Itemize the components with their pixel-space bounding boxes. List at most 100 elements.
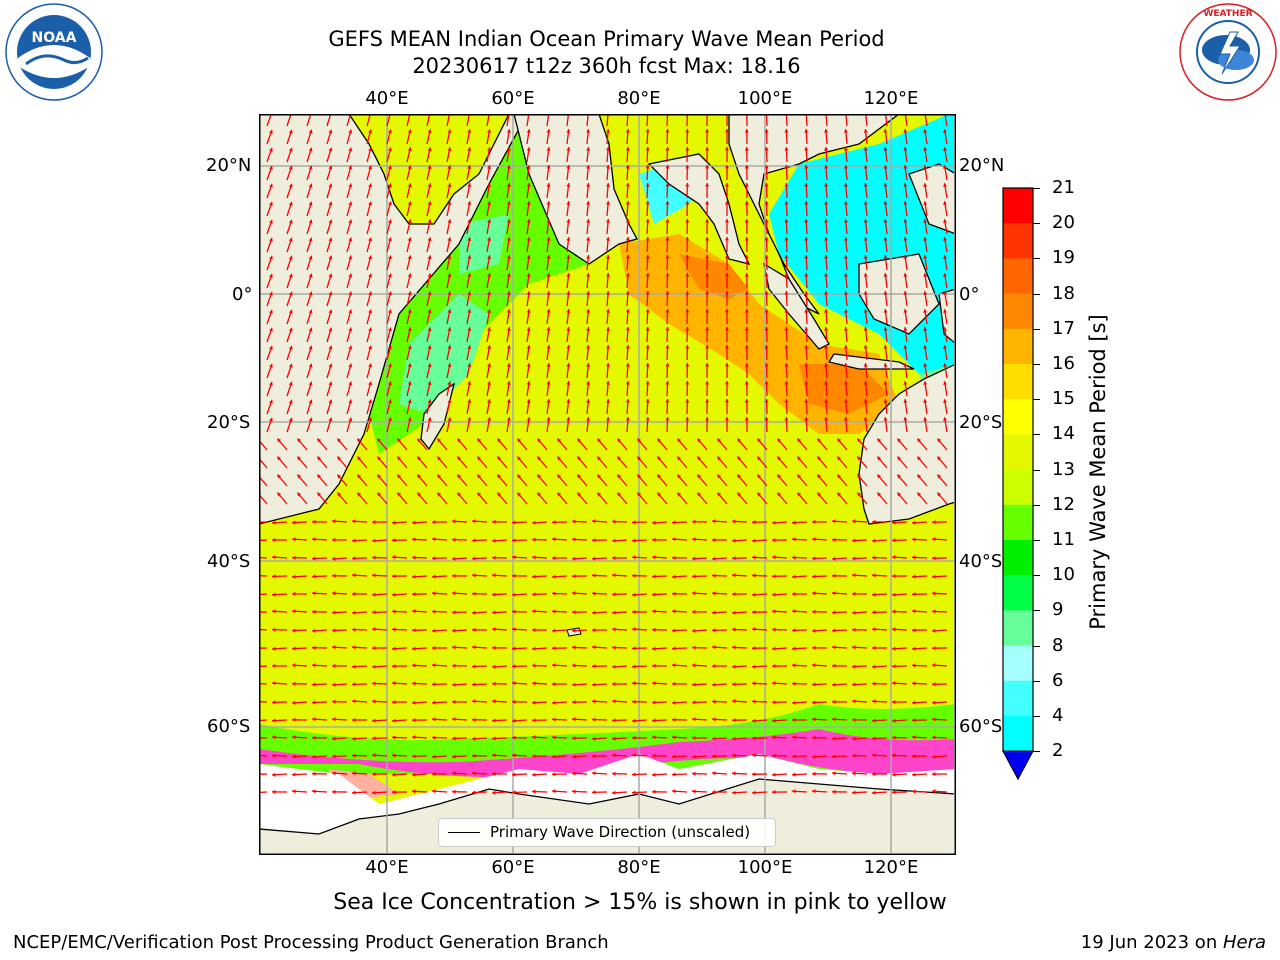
wave-arrow-head [732, 682, 736, 687]
colorbar-tick-mark [1033, 645, 1040, 647]
wave-arrow-head [863, 237, 868, 241]
wave-arrow-head [348, 165, 353, 170]
wave-arrow-head [407, 165, 412, 170]
wave-arrow-head [777, 474, 782, 479]
wave-arrow-head [506, 345, 511, 349]
wave-arrow-head [897, 456, 902, 461]
wave-arrow-head [852, 519, 856, 524]
lat-label-right-40s: 40°S [959, 551, 1003, 572]
wave-arrow-head [792, 628, 796, 633]
wave-arrow-head [272, 574, 276, 579]
wave-arrow-head [863, 417, 868, 421]
wave-arrow-head [665, 255, 670, 259]
wave-arrow-head [705, 219, 710, 223]
wave-arrow-head [532, 718, 536, 723]
wave-arrow-head [784, 309, 789, 313]
wave-arrow [260, 682, 268, 685]
wave-arrow-head [792, 609, 796, 614]
wave-arrow-head [744, 201, 749, 205]
wave-arrow-head [592, 790, 596, 795]
wave-arrow [266, 115, 272, 127]
wave-arrow-head [705, 237, 710, 241]
wave-arrow-head [665, 237, 670, 241]
wave-arrow [260, 476, 268, 487]
wave-arrow-head [724, 363, 729, 367]
wave-arrow-head [772, 609, 776, 614]
wave-arrow-head [705, 381, 710, 385]
wave-arrow-head [277, 438, 282, 443]
wave-arrow-head [705, 327, 710, 331]
wave-arrow-head [377, 456, 382, 461]
wave-arrow-head [452, 573, 456, 578]
wave-arrow [260, 440, 268, 451]
wave-arrow-head [792, 555, 796, 560]
wave-arrow-head [917, 492, 922, 497]
wave-arrow-head [312, 574, 316, 579]
wave-arrow-head [705, 129, 710, 133]
wave-arrow-head [546, 147, 551, 151]
wave-arrow-head [492, 645, 496, 650]
wave-arrow-head [943, 417, 948, 421]
colorbar-segment [1003, 223, 1033, 259]
wave-arrow-head [772, 592, 776, 597]
wave-arrow-head [897, 474, 902, 479]
wave-arrow-head [863, 363, 868, 367]
wave-arrow-head [572, 645, 576, 650]
wave-arrow [446, 115, 450, 127]
wave-arrow-head [705, 165, 710, 169]
wave-arrow-head [892, 664, 896, 669]
wave-arrow-head [348, 417, 353, 422]
wave-arrow-head [372, 753, 376, 758]
wave-arrow-head [804, 219, 809, 223]
wave-arrow-head [412, 520, 416, 525]
wave-arrow-head [752, 520, 756, 525]
wave-arrow-head [348, 381, 353, 386]
wave-arrow-head [812, 591, 816, 596]
wave-arrow-head [332, 736, 336, 741]
colorbar-segment [1003, 258, 1033, 295]
wave-arrow-head [387, 381, 392, 386]
wave-arrow-head [652, 681, 656, 686]
wave-arrow-head [392, 735, 396, 740]
wave-arrow-head [812, 735, 816, 740]
wave-arrow-head [412, 772, 416, 777]
wave-arrow-head [612, 538, 616, 543]
wave-arrow-head [526, 363, 531, 367]
wave-arrow-head [804, 309, 809, 313]
wave-arrow-head [427, 255, 432, 260]
wave-arrow-head [352, 736, 356, 741]
wave-arrow-head [724, 147, 729, 151]
wave-arrow-head [612, 573, 616, 578]
wave-arrow-head [517, 474, 522, 479]
wave-arrow-head [392, 753, 396, 758]
wave-arrow-head [368, 309, 373, 314]
wave-arrow-head [792, 574, 796, 579]
wave-arrow-head [792, 646, 796, 651]
wave-arrow-head [452, 537, 456, 542]
wave-period-map [259, 114, 956, 855]
wave-arrow-head [372, 736, 376, 741]
wave-arrow-head [487, 129, 492, 133]
wave-arrow-head [352, 573, 356, 578]
wave-arrow-head [705, 147, 710, 151]
wave-arrow-head [348, 219, 353, 224]
wave-arrow-head [606, 183, 611, 187]
wave-arrow-head [452, 699, 456, 704]
wave-arrow-head [724, 399, 729, 403]
wave-arrow-head [592, 645, 596, 650]
wave-arrow-head [526, 417, 531, 421]
wave-arrow-head [566, 129, 571, 133]
wave-arrow-head [566, 363, 571, 367]
wave-arrow-head [292, 754, 296, 759]
wave-arrow-head [517, 456, 522, 461]
wave-arrow-head [552, 537, 556, 542]
wave-arrow-head [692, 682, 696, 687]
wave-arrow-head [492, 753, 496, 758]
wave-arrow-head [705, 417, 710, 421]
wave-arrow-head [452, 519, 456, 524]
wave-arrow-head [645, 363, 650, 367]
wave-arrow-head [863, 291, 868, 295]
wave-arrow-head [692, 735, 696, 740]
wave-arrow-head [792, 663, 796, 668]
wave-arrow-head [512, 735, 516, 740]
